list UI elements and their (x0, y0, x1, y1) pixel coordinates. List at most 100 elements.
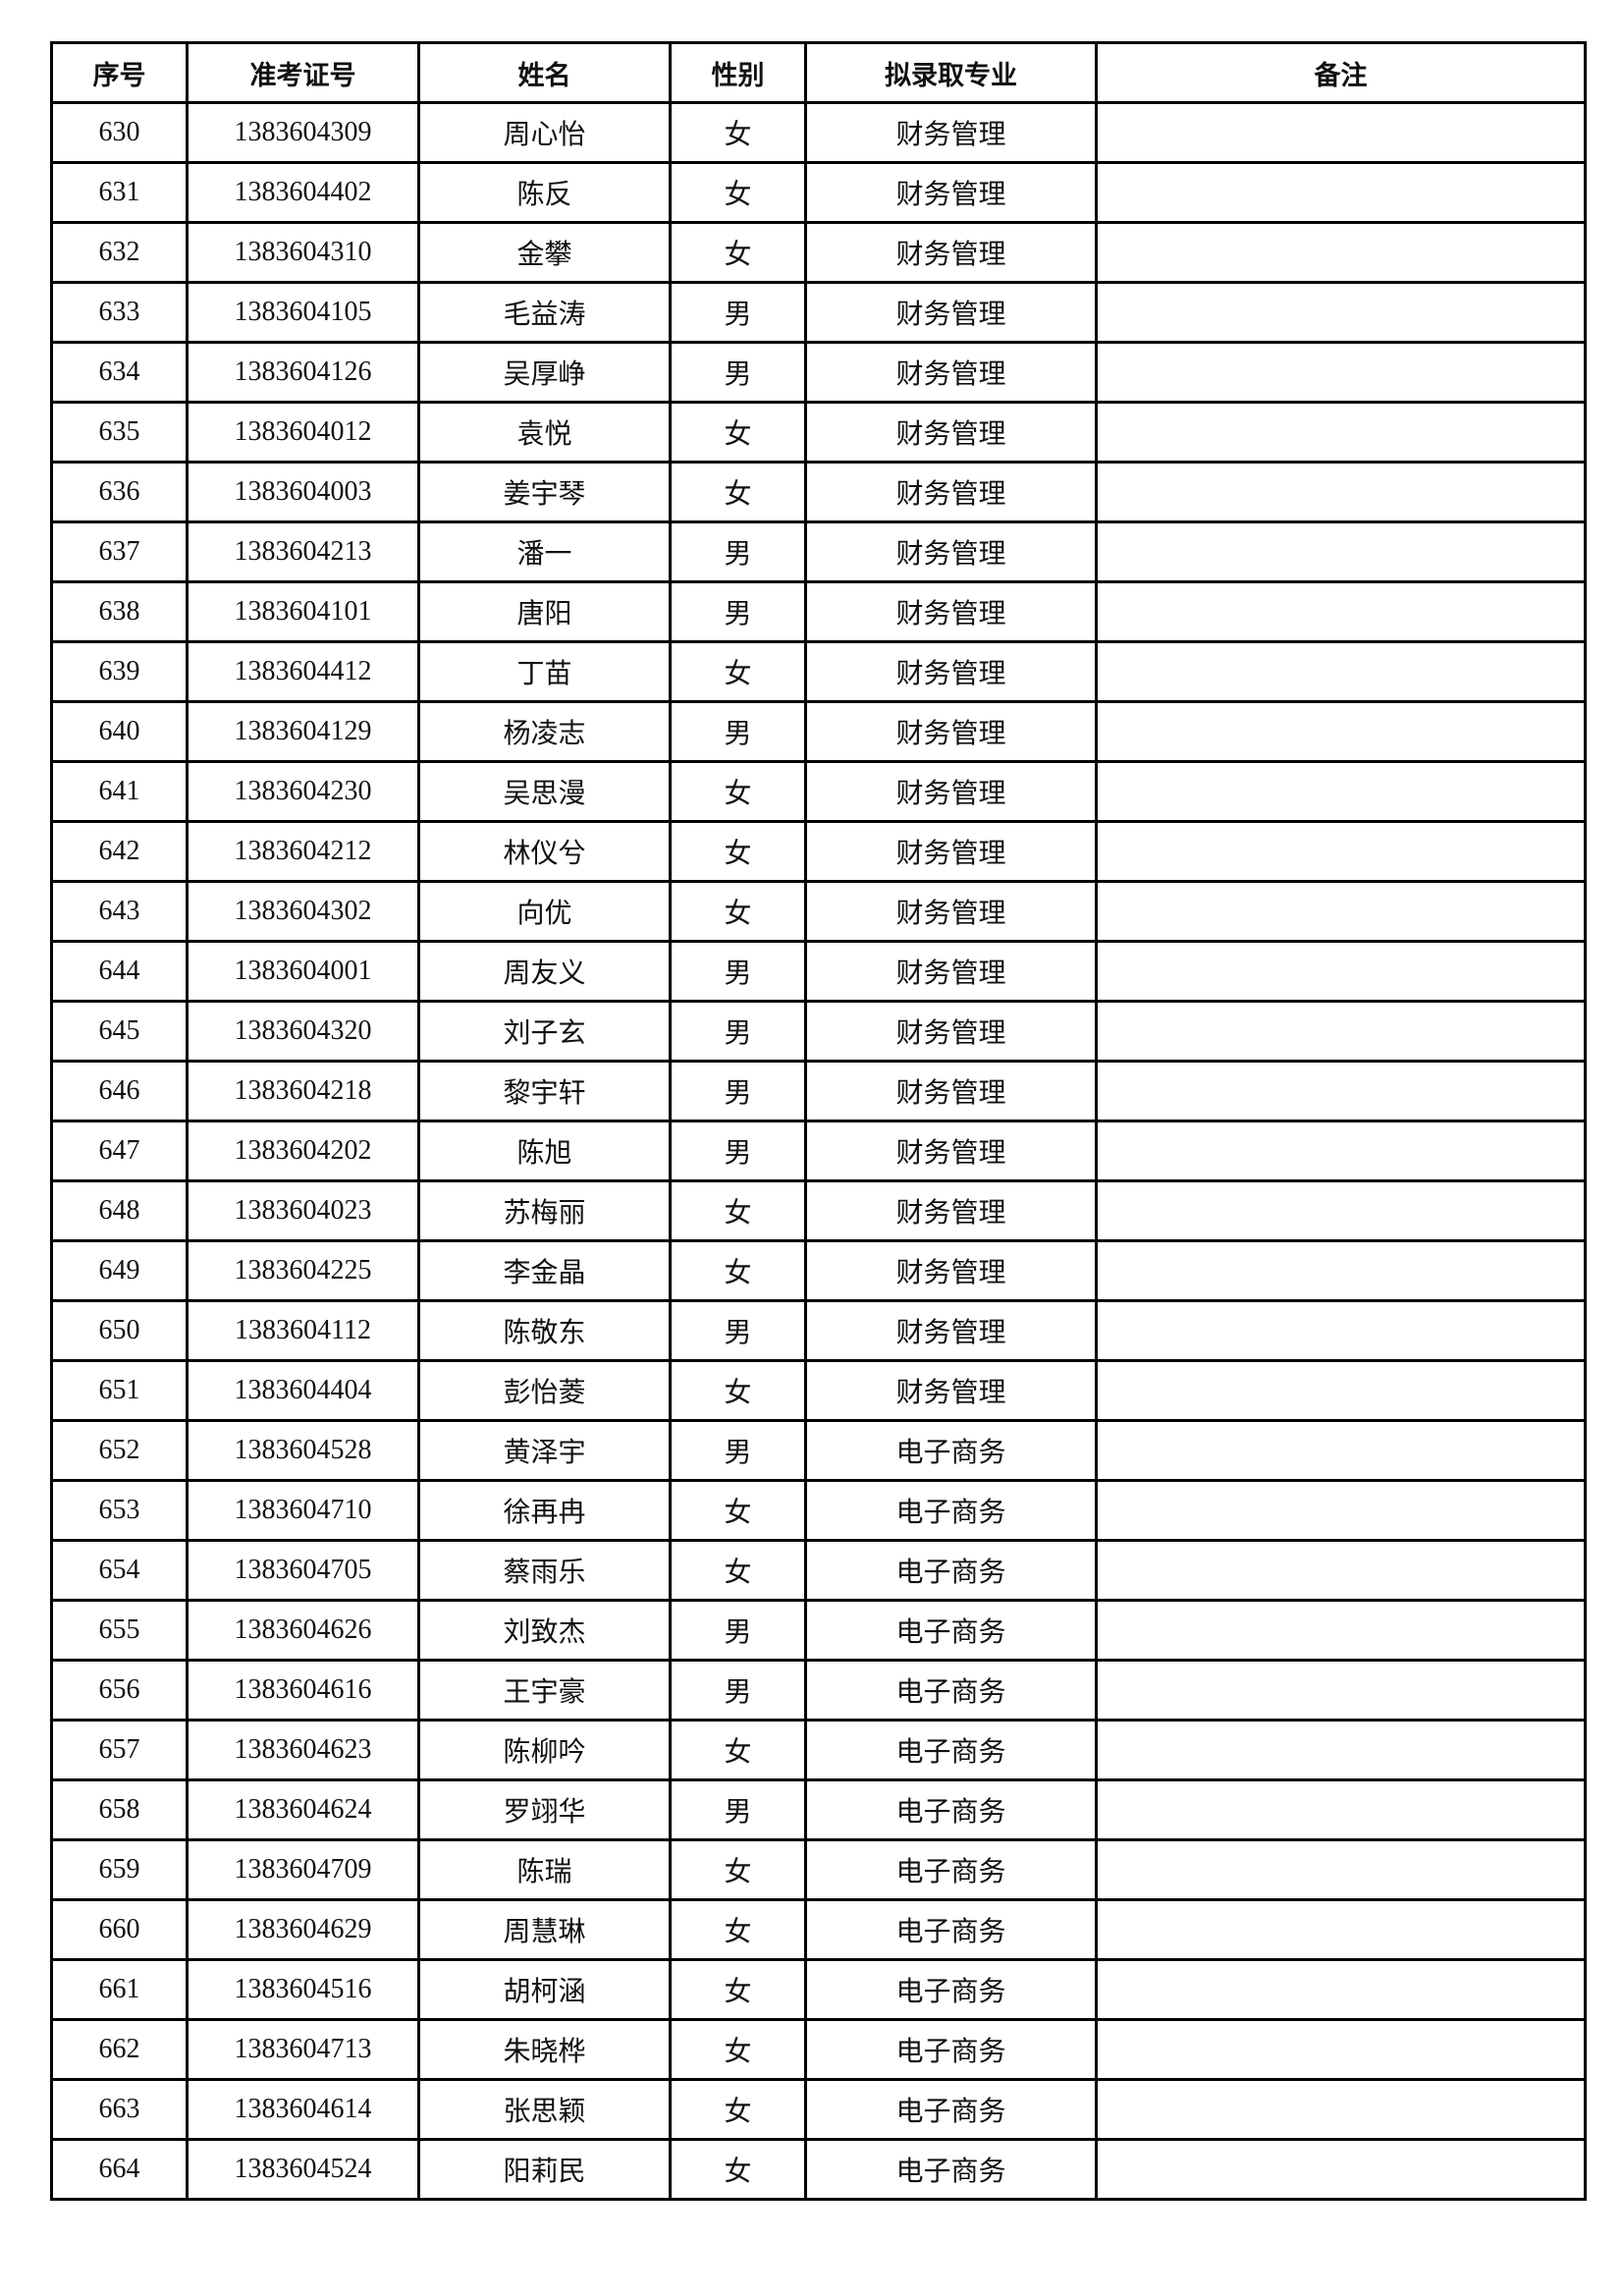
remarks-cell (1095, 760, 1587, 823)
seq-cell: 639 (50, 640, 189, 703)
major-cell: 电子商务 (804, 1958, 1098, 2021)
name-cell: 潘一 (417, 520, 672, 583)
seq-cell: 658 (50, 1778, 189, 1841)
table-row: 634 1383604126 吴厚峥男财务管理 (50, 341, 1587, 404)
gender-cell: 男 (669, 1000, 807, 1063)
name-cell: 周友义 (417, 940, 672, 1003)
major-cell: 财务管理 (804, 640, 1098, 703)
seq-cell: 648 (50, 1179, 189, 1242)
remarks-cell (1095, 1060, 1587, 1122)
seq-cell: 637 (50, 520, 189, 583)
remarks-cell (1095, 1898, 1587, 1961)
major-cell: 财务管理 (804, 221, 1098, 284)
name-cell: 吴厚峥 (417, 341, 672, 404)
remarks-cell (1095, 1359, 1587, 1422)
exam-id-cell: 1383604320 (186, 1000, 420, 1063)
exam-id-cell: 1383604626 (186, 1599, 420, 1662)
gender-cell: 女 (669, 221, 807, 284)
exam-id-cell: 1383604713 (186, 2018, 420, 2081)
major-cell: 财务管理 (804, 1359, 1098, 1422)
name-cell: 黎宇轩 (417, 1060, 672, 1122)
remarks-cell (1095, 1179, 1587, 1242)
exam-id-cell: 1383604709 (186, 1838, 420, 1901)
seq-cell: 652 (50, 1419, 189, 1482)
table-row: 635 1383604012 袁悦女财务管理 (50, 401, 1587, 464)
remarks-cell (1095, 940, 1587, 1003)
remarks-cell (1095, 700, 1587, 763)
exam-id-cell: 1383604412 (186, 640, 420, 703)
remarks-cell (1095, 1120, 1587, 1182)
major-cell: 电子商务 (804, 1778, 1098, 1841)
exam-id-cell: 1383604213 (186, 520, 420, 583)
header-row: 序号 准考证号 姓名 性别 拟录取专业 备注 (50, 41, 1587, 104)
table-row: 647 1383604202 陈旭男财务管理 (50, 1120, 1587, 1182)
table-row: 646 1383604218 黎宇轩男财务管理 (50, 1060, 1587, 1122)
major-cell: 财务管理 (804, 101, 1098, 164)
table-row: 659 1383604709 陈瑞女电子商务 (50, 1838, 1587, 1901)
major-cell: 电子商务 (804, 2078, 1098, 2141)
remarks-cell (1095, 221, 1587, 284)
seq-cell: 651 (50, 1359, 189, 1422)
admission-list-table: 序号 准考证号 姓名 性别 拟录取专业 备注 630 1383604309 周心怡女… (50, 41, 1587, 2201)
remarks-cell (1095, 1599, 1587, 1662)
name-cell: 黄泽宇 (417, 1419, 672, 1482)
table-row: 639 1383604412 丁苗女财务管理 (50, 640, 1587, 703)
gender-cell: 男 (669, 520, 807, 583)
major-cell: 财务管理 (804, 1299, 1098, 1362)
table-row: 644 1383604001 周友义男财务管理 (50, 940, 1587, 1003)
remarks-cell (1095, 1000, 1587, 1063)
gender-cell: 男 (669, 1599, 807, 1662)
exam-id-cell: 1383604705 (186, 1539, 420, 1602)
seq-cell: 664 (50, 2138, 189, 2201)
exam-id-cell: 1383604012 (186, 401, 420, 464)
gender-cell: 男 (669, 700, 807, 763)
table-row: 660 1383604629 周慧琳女电子商务 (50, 1898, 1587, 1961)
exam-id-cell: 1383604302 (186, 880, 420, 943)
table-row: 664 1383604524 阳莉民女电子商务 (50, 2138, 1587, 2201)
seq-cell: 656 (50, 1659, 189, 1722)
major-cell: 电子商务 (804, 1838, 1098, 1901)
seq-cell: 663 (50, 2078, 189, 2141)
major-cell: 财务管理 (804, 820, 1098, 883)
major-cell: 财务管理 (804, 461, 1098, 523)
seq-cell: 641 (50, 760, 189, 823)
header-name: 姓名 (417, 41, 672, 104)
remarks-cell (1095, 161, 1587, 224)
name-cell: 陈瑞 (417, 1838, 672, 1901)
table-row: 637 1383604213 潘一男财务管理 (50, 520, 1587, 583)
name-cell: 刘致杰 (417, 1599, 672, 1662)
exam-id-cell: 1383604614 (186, 2078, 420, 2141)
major-cell: 电子商务 (804, 1479, 1098, 1542)
seq-cell: 630 (50, 101, 189, 164)
gender-cell: 女 (669, 101, 807, 164)
gender-cell: 女 (669, 1898, 807, 1961)
remarks-cell (1095, 1479, 1587, 1542)
exam-id-cell: 1383604001 (186, 940, 420, 1003)
name-cell: 陈柳吟 (417, 1719, 672, 1781)
table-row: 633 1383604105 毛益涛男财务管理 (50, 281, 1587, 344)
remarks-cell (1095, 820, 1587, 883)
seq-cell: 642 (50, 820, 189, 883)
seq-cell: 644 (50, 940, 189, 1003)
header-major: 拟录取专业 (804, 41, 1098, 104)
seq-cell: 636 (50, 461, 189, 523)
name-cell: 陈反 (417, 161, 672, 224)
remarks-cell (1095, 101, 1587, 164)
name-cell: 姜宇琴 (417, 461, 672, 523)
gender-cell: 男 (669, 940, 807, 1003)
seq-cell: 660 (50, 1898, 189, 1961)
seq-cell: 647 (50, 1120, 189, 1182)
major-cell: 电子商务 (804, 1599, 1098, 1662)
table-row: 652 1383604528 黄泽宇男电子商务 (50, 1419, 1587, 1482)
table-row: 631 1383604402 陈反女财务管理 (50, 161, 1587, 224)
gender-cell: 男 (669, 1419, 807, 1482)
major-cell: 电子商务 (804, 1659, 1098, 1722)
table-row: 649 1383604225 李金晶女财务管理 (50, 1239, 1587, 1302)
gender-cell: 女 (669, 2018, 807, 2081)
exam-id-cell: 1383604524 (186, 2138, 420, 2201)
gender-cell: 女 (669, 1838, 807, 1901)
remarks-cell (1095, 880, 1587, 943)
major-cell: 财务管理 (804, 401, 1098, 464)
seq-cell: 653 (50, 1479, 189, 1542)
name-cell: 袁悦 (417, 401, 672, 464)
